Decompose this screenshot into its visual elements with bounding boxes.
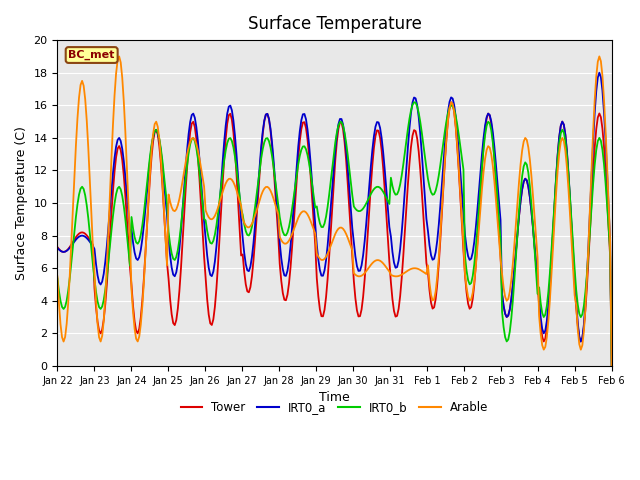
Tower xyxy=(219,181,227,187)
IRT0_a xyxy=(577,339,585,345)
Arable xyxy=(54,274,61,279)
IRT0_b xyxy=(296,153,303,158)
Y-axis label: Surface Temperature (C): Surface Temperature (C) xyxy=(15,126,28,280)
Arable xyxy=(219,189,227,195)
Arable xyxy=(122,129,129,134)
IRT0_a xyxy=(595,70,603,75)
IRT0_b xyxy=(122,216,129,222)
Line: Arable: Arable xyxy=(58,57,612,366)
Legend: Tower, IRT0_a, IRT0_b, Arable: Tower, IRT0_a, IRT0_b, Arable xyxy=(176,396,493,419)
Arable xyxy=(237,203,245,209)
IRT0_b xyxy=(410,99,418,105)
Title: Surface Temperature: Surface Temperature xyxy=(248,15,422,33)
IRT0_b xyxy=(246,230,254,236)
Arable xyxy=(577,347,585,352)
Tower xyxy=(122,192,129,198)
Tower xyxy=(608,363,616,369)
Tower xyxy=(579,335,586,341)
IRT0_a xyxy=(54,245,61,251)
IRT0_b xyxy=(219,170,227,176)
Tower xyxy=(296,138,303,144)
IRT0_a xyxy=(246,264,254,269)
Arable xyxy=(608,363,616,369)
Line: IRT0_b: IRT0_b xyxy=(58,102,612,366)
IRT0_b xyxy=(608,363,616,369)
Line: Tower: Tower xyxy=(58,102,612,366)
IRT0_a xyxy=(296,128,303,134)
X-axis label: Time: Time xyxy=(319,391,350,404)
Tower xyxy=(246,284,254,290)
IRT0_b xyxy=(237,206,245,212)
Arable xyxy=(246,223,254,229)
Arable xyxy=(296,212,303,217)
Tower xyxy=(237,252,245,258)
Arable xyxy=(595,54,603,60)
IRT0_b xyxy=(579,312,586,317)
Tower xyxy=(54,244,61,250)
Text: BC_met: BC_met xyxy=(68,50,115,60)
IRT0_b xyxy=(54,276,61,281)
Line: IRT0_a: IRT0_a xyxy=(58,72,612,366)
IRT0_a xyxy=(122,174,129,180)
IRT0_a xyxy=(219,159,227,165)
IRT0_a xyxy=(608,363,616,369)
Tower xyxy=(447,99,455,105)
IRT0_a xyxy=(237,217,245,223)
